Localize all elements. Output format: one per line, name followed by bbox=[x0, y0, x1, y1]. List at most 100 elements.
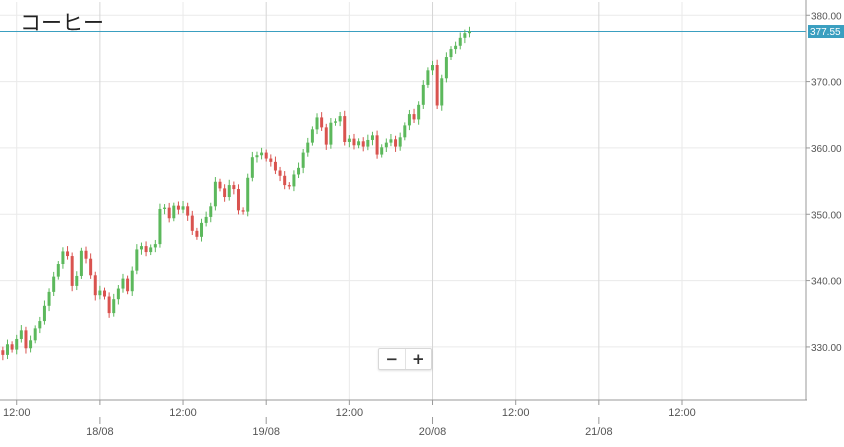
candle-body bbox=[347, 138, 351, 142]
candle-body bbox=[195, 230, 199, 237]
candle-body bbox=[98, 290, 102, 296]
candle-body bbox=[213, 181, 217, 207]
x-tick-label: 12:00 bbox=[3, 407, 31, 419]
candle-body bbox=[176, 205, 180, 210]
candle-body bbox=[89, 258, 93, 276]
x-tick-label: 12:00 bbox=[502, 407, 530, 419]
candle-body bbox=[172, 205, 176, 219]
candle-body bbox=[343, 116, 347, 142]
candle-body bbox=[324, 127, 328, 145]
candle-body bbox=[153, 244, 157, 248]
x-tick-label: 12:00 bbox=[668, 407, 696, 419]
candle-body bbox=[42, 305, 46, 322]
zoom-controls: − + bbox=[378, 348, 432, 370]
candle-body bbox=[431, 65, 435, 71]
candle-body bbox=[232, 185, 236, 190]
candle-body bbox=[449, 49, 453, 58]
candle-body bbox=[103, 290, 106, 297]
candle-body bbox=[121, 278, 125, 289]
candle-body bbox=[306, 142, 310, 153]
x-tick-label: 20/08 bbox=[419, 426, 447, 438]
candle-body bbox=[292, 174, 296, 187]
candle-body bbox=[135, 249, 139, 271]
plot-frame bbox=[0, 0, 807, 401]
candle-body bbox=[250, 157, 254, 178]
x-tick-label: 19/08 bbox=[252, 426, 280, 438]
x-tick-label: 18/08 bbox=[86, 426, 114, 438]
chart-title: コーヒー bbox=[20, 11, 104, 35]
candle-body bbox=[357, 141, 361, 146]
candle-body bbox=[93, 275, 97, 296]
candle-body bbox=[297, 167, 301, 175]
candle-body bbox=[75, 275, 79, 286]
candle-body bbox=[38, 321, 42, 329]
candle-body bbox=[126, 278, 130, 292]
candle-body bbox=[260, 152, 264, 156]
candle-body bbox=[320, 117, 324, 128]
y-tick-label: 330.00 bbox=[811, 343, 842, 354]
candle-body bbox=[310, 129, 314, 143]
candle-body bbox=[70, 256, 74, 286]
last-price-badge bbox=[808, 25, 844, 39]
candle-body bbox=[79, 250, 83, 276]
candle-body bbox=[200, 222, 204, 237]
candle-body bbox=[361, 141, 365, 147]
candle-body bbox=[223, 188, 227, 198]
candle-body bbox=[218, 181, 222, 189]
candle-body bbox=[283, 175, 287, 186]
candle-body bbox=[389, 139, 393, 143]
candle-body bbox=[278, 170, 282, 176]
candle-body bbox=[463, 33, 467, 38]
candle-body bbox=[398, 137, 402, 147]
y-tick-label: 340.00 bbox=[811, 277, 842, 288]
candle-body bbox=[370, 135, 374, 140]
x-tick-label: 21/08 bbox=[585, 426, 613, 438]
candle-body bbox=[163, 207, 167, 209]
candle-body bbox=[33, 328, 37, 341]
candle-body bbox=[241, 210, 245, 212]
candle-body bbox=[5, 344, 9, 355]
candle-body bbox=[190, 215, 194, 231]
candle-body bbox=[181, 206, 185, 210]
candle-body bbox=[467, 31, 471, 34]
candle-body bbox=[380, 147, 384, 155]
candle-body bbox=[186, 206, 190, 216]
candles bbox=[1, 26, 471, 361]
zoom-out-button[interactable]: − bbox=[385, 349, 399, 368]
candle-body bbox=[139, 246, 143, 250]
candle-body bbox=[209, 206, 213, 217]
y-tick-label: 350.00 bbox=[811, 210, 842, 221]
candle-body bbox=[47, 291, 51, 306]
y-tick-label: 380.00 bbox=[811, 11, 842, 22]
candle-body bbox=[112, 299, 116, 314]
candle-body bbox=[149, 247, 153, 253]
candle-body bbox=[352, 138, 356, 146]
candle-body bbox=[444, 57, 448, 79]
y-axis: 380.00 370.00 360.00 350.00 340.00 330.00 bbox=[806, 11, 842, 354]
candle-body bbox=[158, 208, 162, 245]
candle-body bbox=[440, 78, 444, 106]
candle-body bbox=[227, 185, 231, 198]
candle-body bbox=[421, 84, 425, 105]
candle-body bbox=[255, 155, 259, 158]
candle-body bbox=[384, 142, 388, 148]
candle-body bbox=[273, 161, 277, 171]
candle-body bbox=[375, 135, 379, 155]
x-tick-label: 12:00 bbox=[336, 407, 364, 419]
candle-body bbox=[329, 122, 333, 145]
zoom-in-button[interactable]: + bbox=[404, 349, 432, 369]
candle-body bbox=[246, 177, 250, 212]
candle-body bbox=[24, 330, 28, 349]
candle-body bbox=[454, 45, 458, 50]
x-axis: 12:00 18/08 12:00 19/08 12:00 20/08 12:00 21/08… bbox=[3, 400, 696, 438]
candle-body bbox=[167, 207, 171, 219]
candle-body bbox=[417, 104, 421, 120]
candle-body bbox=[52, 276, 56, 292]
candle-body bbox=[204, 216, 208, 223]
candle-body bbox=[15, 338, 19, 350]
candle-body bbox=[301, 152, 305, 168]
last-price-label: 377.55 bbox=[808, 25, 844, 39]
y-tick-label: 370.00 bbox=[811, 78, 842, 89]
candle-body bbox=[315, 117, 319, 130]
